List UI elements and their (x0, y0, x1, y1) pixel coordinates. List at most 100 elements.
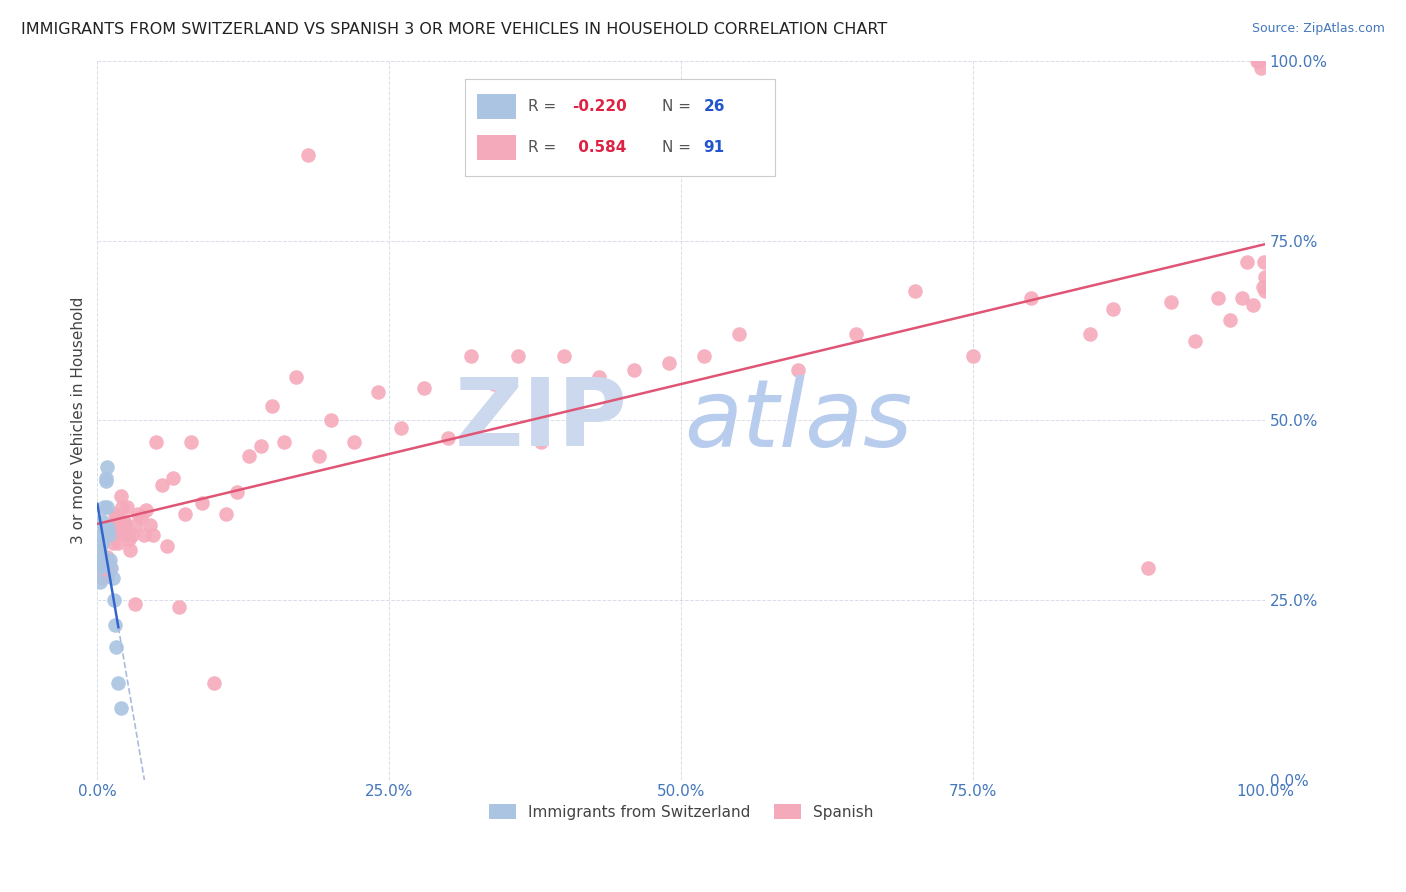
Point (117, 528, 139, 542)
Point (114, 517, 136, 532)
Point (101, 571, 124, 585)
Point (249, 438, 271, 452)
Y-axis label: 3 or more Vehicles in Household: 3 or more Vehicles in Household (72, 297, 86, 544)
Point (94, 471, 117, 485)
Point (90, 528, 112, 542)
Point (436, 431, 458, 445)
Point (174, 507, 197, 521)
Point (112, 524, 135, 539)
Point (125, 517, 148, 532)
Text: R =: R = (529, 99, 561, 114)
Point (89, 574, 111, 589)
Text: atlas: atlas (683, 375, 912, 466)
Point (96, 500, 118, 514)
Text: ZIP: ZIP (454, 375, 627, 467)
Point (1219, 313, 1241, 327)
Point (297, 147, 319, 161)
FancyBboxPatch shape (477, 95, 516, 119)
Point (93, 560, 115, 574)
Point (1160, 294, 1182, 309)
Text: IMMIGRANTS FROM SWITZERLAND VS SPANISH 3 OR MORE VEHICLES IN HOUSEHOLD CORRELATI: IMMIGRANTS FROM SWITZERLAND VS SPANISH 3… (21, 22, 887, 37)
Point (215, 507, 238, 521)
Point (226, 485, 249, 500)
Point (132, 528, 155, 542)
Point (118, 542, 141, 557)
Point (202, 675, 225, 690)
Point (1246, 54, 1268, 69)
Point (845, 327, 868, 342)
Point (180, 434, 202, 449)
Point (484, 377, 506, 392)
Point (460, 349, 482, 363)
Point (98, 528, 121, 542)
Point (111, 500, 134, 514)
Point (623, 363, 645, 377)
Point (1254, 269, 1277, 284)
Point (693, 349, 716, 363)
Point (367, 384, 389, 399)
Point (284, 370, 307, 384)
Text: 0.584: 0.584 (572, 140, 626, 155)
Point (96, 549, 118, 564)
Point (104, 507, 127, 521)
Point (904, 284, 927, 298)
Point (1102, 301, 1125, 316)
Point (1021, 291, 1043, 305)
Point (145, 434, 167, 449)
Point (98, 557, 121, 571)
Point (238, 450, 260, 464)
Point (1253, 255, 1275, 269)
Point (103, 517, 125, 532)
Point (110, 489, 132, 503)
Point (87, 549, 110, 564)
Point (91, 571, 114, 585)
Point (97, 567, 120, 582)
Point (94, 557, 117, 571)
Point (1078, 327, 1101, 342)
Point (530, 434, 553, 449)
Point (588, 370, 610, 384)
Point (553, 349, 575, 363)
Point (506, 349, 529, 363)
FancyBboxPatch shape (465, 79, 775, 176)
Point (962, 349, 984, 363)
Point (142, 528, 165, 542)
Point (139, 517, 162, 532)
Point (1184, 334, 1206, 349)
Point (93, 500, 115, 514)
Text: N =: N = (662, 140, 696, 155)
Point (121, 528, 143, 542)
Point (135, 503, 157, 517)
Point (1230, 291, 1253, 305)
Point (150, 478, 173, 492)
Point (93, 521, 115, 535)
Point (273, 434, 295, 449)
Text: 91: 91 (703, 140, 724, 155)
Point (87, 560, 110, 574)
Point (786, 363, 808, 377)
Point (1251, 280, 1274, 294)
Text: R =: R = (529, 140, 561, 155)
Point (389, 420, 412, 434)
Point (100, 528, 122, 542)
Point (112, 514, 135, 528)
Point (107, 675, 129, 690)
Text: -0.220: -0.220 (572, 99, 627, 114)
Point (1250, 62, 1272, 76)
Point (110, 700, 132, 714)
Point (107, 535, 129, 549)
Point (1241, 298, 1264, 312)
Text: 26: 26 (703, 99, 724, 114)
Point (108, 514, 131, 528)
Point (104, 514, 127, 528)
Text: Source: ZipAtlas.com: Source: ZipAtlas.com (1251, 22, 1385, 36)
Point (100, 560, 122, 574)
Point (98, 560, 121, 574)
Point (115, 500, 138, 514)
Point (91, 557, 114, 571)
Point (319, 413, 342, 427)
Point (308, 450, 330, 464)
Point (91, 514, 114, 528)
Point (94, 475, 117, 489)
Point (262, 399, 284, 413)
